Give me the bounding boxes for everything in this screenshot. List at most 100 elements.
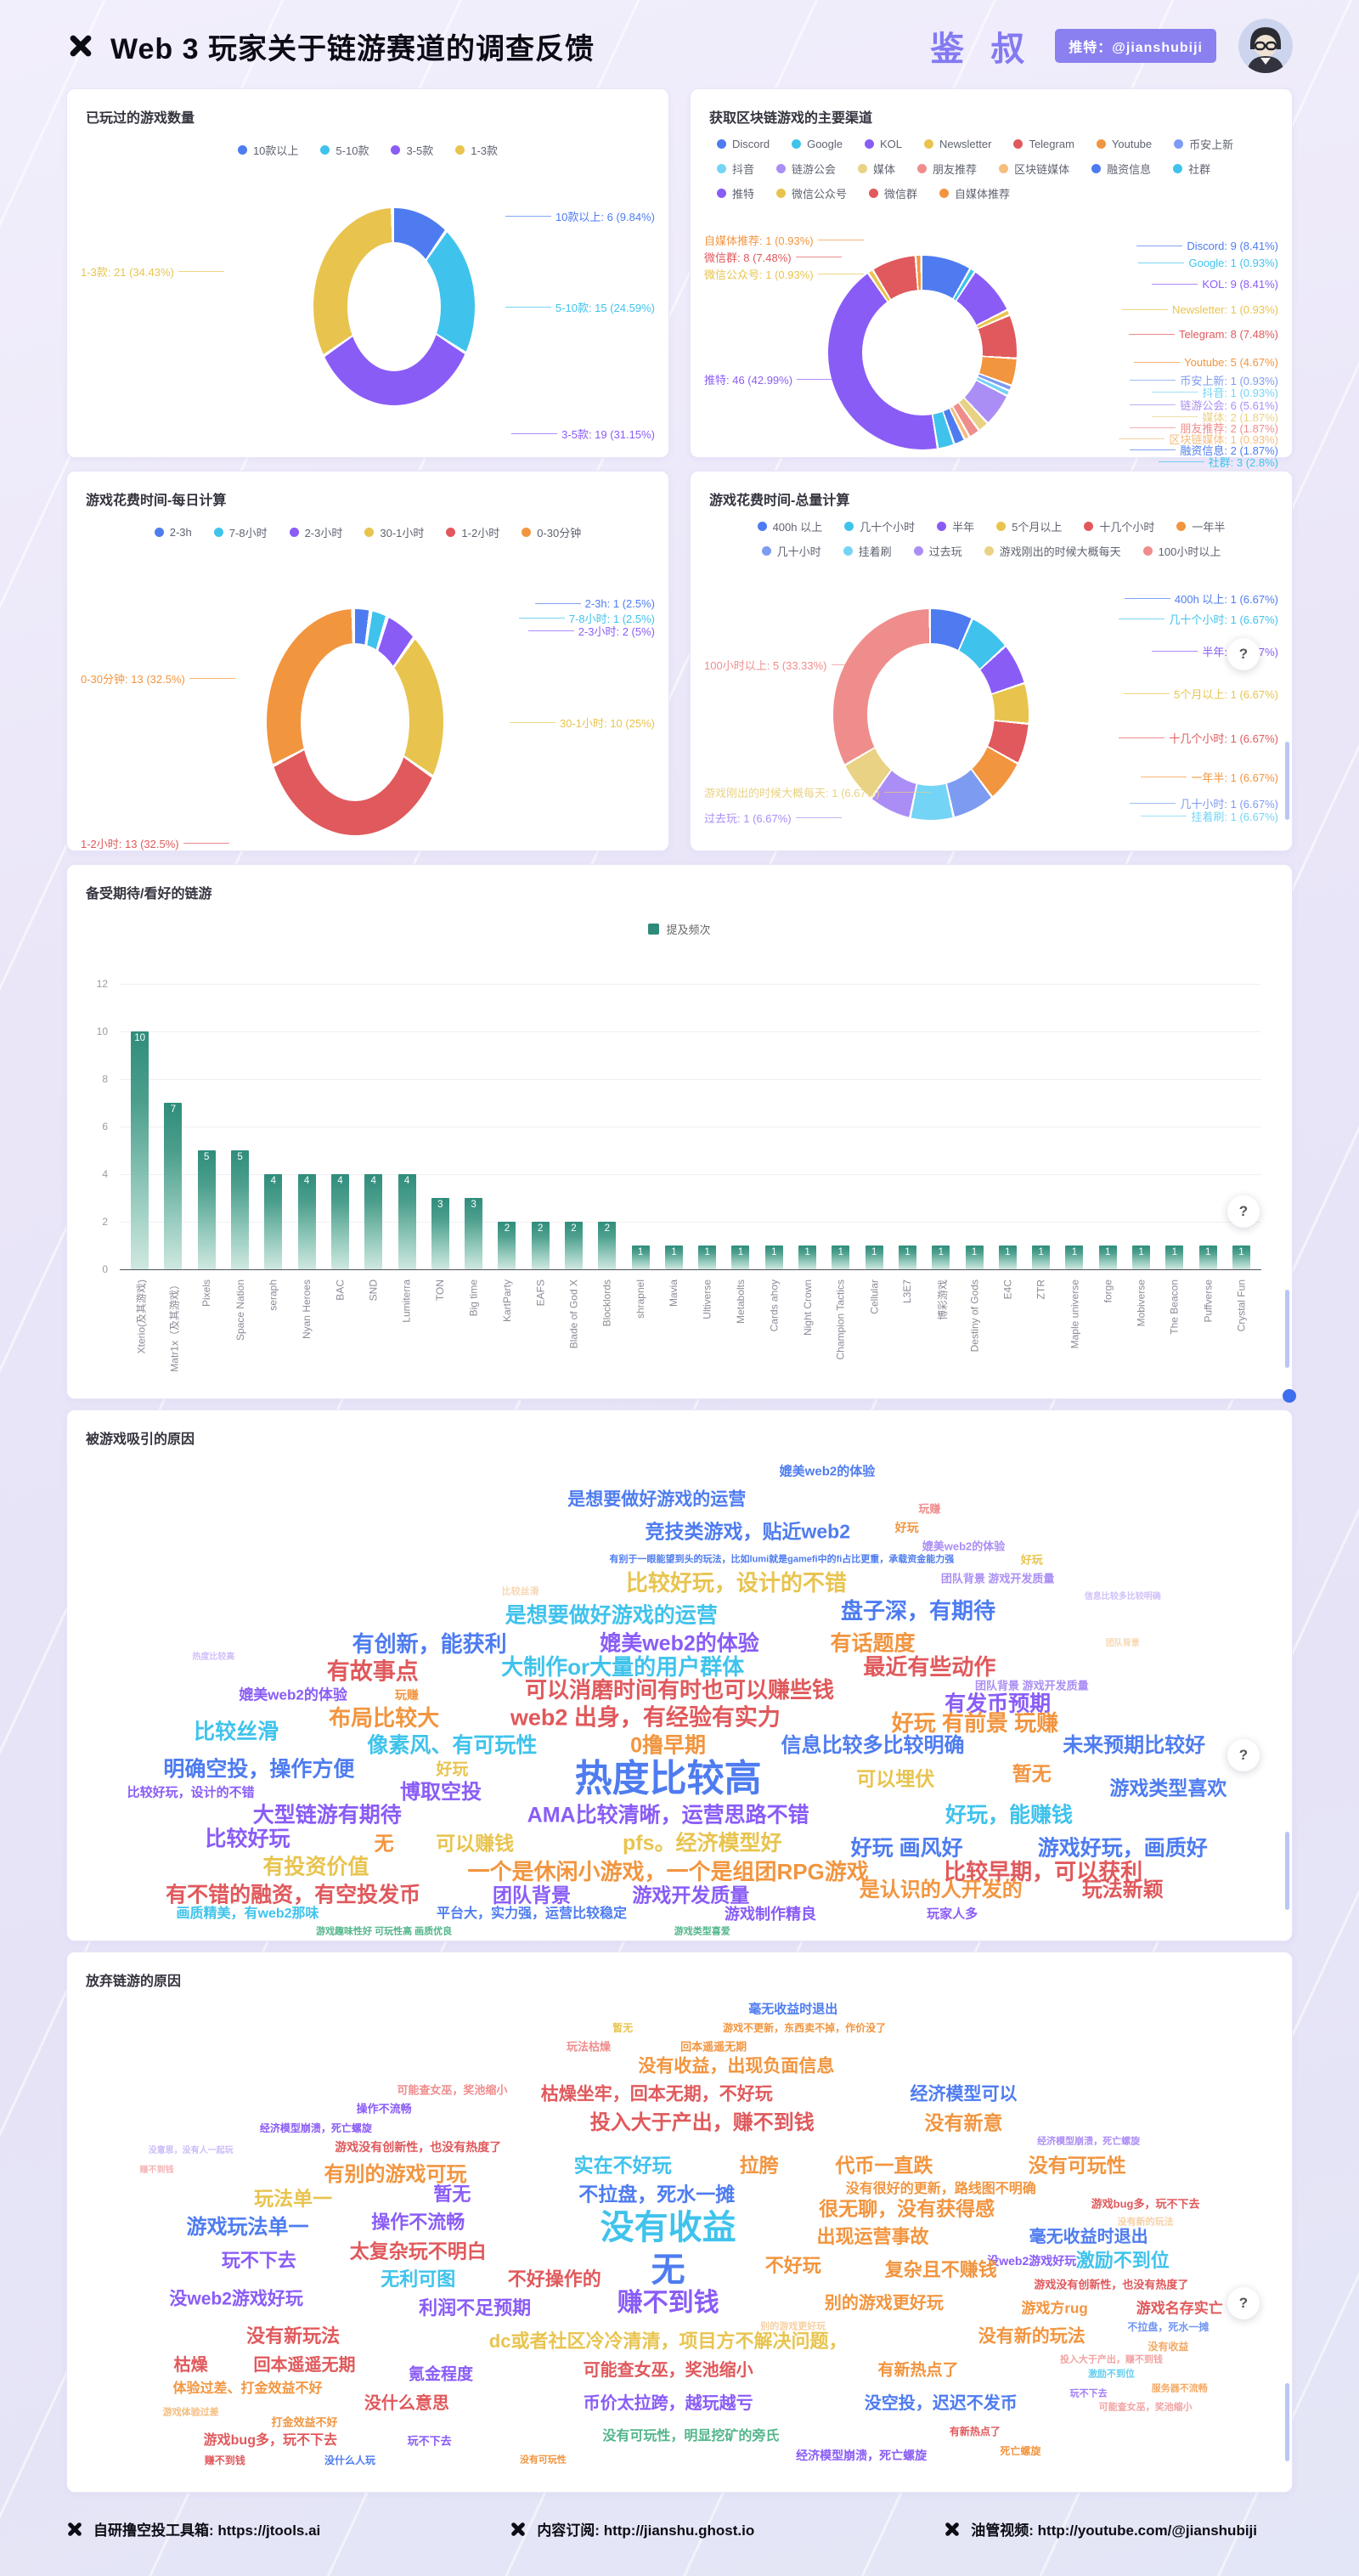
- bar[interactable]: 1: [731, 1246, 750, 1269]
- bar[interactable]: 1: [1065, 1246, 1084, 1269]
- leader-line: [883, 792, 930, 793]
- legend-item[interactable]: 几十个小时: [844, 518, 915, 534]
- donut-chart[interactable]: [828, 256, 1017, 449]
- legend-item[interactable]: Newsletter: [924, 138, 991, 150]
- legend-item[interactable]: 抖音: [717, 161, 754, 177]
- legend-item[interactable]: 5个月以上: [996, 518, 1062, 534]
- bar[interactable]: 1: [631, 1246, 650, 1269]
- bar[interactable]: 4: [264, 1174, 283, 1269]
- legend-item[interactable]: 400h 以上: [757, 518, 822, 534]
- bar[interactable]: 1: [832, 1246, 850, 1269]
- donut-chart[interactable]: [833, 609, 1029, 820]
- help-button[interactable]: ?: [1227, 638, 1260, 671]
- bar[interactable]: 4: [330, 1174, 349, 1269]
- legend-item[interactable]: 0-30分钟: [522, 524, 581, 540]
- legend-item[interactable]: 朋友推荐: [917, 161, 977, 177]
- legend-label: 几十小时: [776, 545, 821, 558]
- bar[interactable]: 1: [1198, 1246, 1217, 1269]
- help-button[interactable]: ?: [1227, 2286, 1260, 2319]
- cloud-word: 可以赚钱: [436, 1832, 515, 1855]
- help-button[interactable]: ?: [1227, 1195, 1260, 1229]
- legend-item[interactable]: 自媒体推荐: [939, 185, 1010, 201]
- legend-item[interactable]: 十几个小时: [1084, 518, 1154, 534]
- legend-item[interactable]: 游戏刚出的时候大概每天: [984, 543, 1121, 559]
- bar[interactable]: 2: [565, 1222, 583, 1269]
- donut-chart[interactable]: [267, 609, 443, 835]
- twitter-badge[interactable]: 推特：@jianshubiji: [1055, 29, 1216, 63]
- legend-item[interactable]: 1-3款: [455, 142, 498, 158]
- legend-item[interactable]: 几十小时: [761, 543, 821, 559]
- legend-item[interactable]: 挂着刷: [843, 543, 892, 559]
- bar[interactable]: 1: [1132, 1246, 1151, 1269]
- bar[interactable]: 1: [1032, 1246, 1051, 1269]
- slice-label: Discord: 9 (8.41%): [1132, 240, 1278, 252]
- bar-legend[interactable]: 提及频次: [67, 921, 1292, 937]
- legend-item[interactable]: 微信公众号: [776, 185, 847, 201]
- legend-item[interactable]: 微信群: [869, 185, 917, 201]
- legend-label: Youtube: [1111, 138, 1153, 150]
- footer-link-youtube[interactable]: 油管视频: http://youtube.com/@jianshubiji: [944, 2518, 1257, 2539]
- footer-link-jtools[interactable]: 自研撸空投工具箱: https://jtools.ai: [66, 2518, 320, 2539]
- legend-item[interactable]: 过去玩: [913, 543, 962, 559]
- bar[interactable]: 3: [431, 1198, 449, 1269]
- cloud-word: 没有新意: [924, 2111, 1003, 2134]
- bar[interactable]: 4: [398, 1174, 416, 1269]
- legend-item[interactable]: 币安上新: [1174, 136, 1233, 152]
- legend-item[interactable]: 2-3小时: [289, 524, 342, 540]
- legend-item[interactable]: 100小时以上: [1142, 543, 1221, 559]
- bar[interactable]: 2: [598, 1222, 617, 1269]
- bar[interactable]: 2: [498, 1222, 516, 1269]
- legend-item[interactable]: 7-8小时: [213, 524, 268, 540]
- help-button[interactable]: ?: [1227, 1738, 1260, 1771]
- legend-item[interactable]: Youtube: [1096, 138, 1153, 150]
- scrollbar[interactable]: [1285, 742, 1289, 820]
- bar[interactable]: 4: [364, 1174, 383, 1269]
- legend-item[interactable]: 链游公会: [776, 161, 836, 177]
- bar[interactable]: 1: [798, 1246, 817, 1269]
- bar[interactable]: 1: [932, 1246, 950, 1269]
- legend-item[interactable]: Discord: [717, 138, 770, 150]
- legend-item[interactable]: 30-1小时: [364, 524, 424, 540]
- bar[interactable]: 1: [764, 1246, 783, 1269]
- legend-item[interactable]: 社群: [1173, 161, 1210, 177]
- legend-dot-icon: [1174, 139, 1184, 149]
- bar[interactable]: 1: [1098, 1246, 1117, 1269]
- bar[interactable]: 10: [131, 1031, 149, 1269]
- legend-item[interactable]: 一年半: [1176, 518, 1225, 534]
- bar[interactable]: 1: [664, 1246, 683, 1269]
- bar[interactable]: 4: [297, 1174, 316, 1269]
- bar[interactable]: 7: [164, 1103, 183, 1269]
- bar[interactable]: 5: [197, 1150, 216, 1269]
- legend-item[interactable]: 5-10款: [320, 142, 369, 158]
- legend-item[interactable]: 10款以上: [237, 142, 298, 158]
- bar[interactable]: 1: [865, 1246, 883, 1269]
- legend-item[interactable]: 2-3h: [154, 526, 192, 539]
- bar[interactable]: 5: [231, 1150, 250, 1269]
- bar[interactable]: 1: [898, 1246, 916, 1269]
- bar[interactable]: 1: [1165, 1246, 1184, 1269]
- legend-item[interactable]: 1-2小时: [446, 524, 499, 540]
- scrollbar[interactable]: [1285, 1290, 1289, 1368]
- legend-item[interactable]: Telegram: [1013, 138, 1074, 150]
- bar[interactable]: 2: [531, 1222, 550, 1269]
- donut-chart[interactable]: [313, 208, 475, 405]
- footer-link-ghost[interactable]: 内容订阅: http://jianshu.ghost.io: [510, 2518, 754, 2539]
- leader-line: [511, 433, 558, 434]
- legend-item[interactable]: 推特: [717, 185, 754, 201]
- bar[interactable]: 1: [965, 1246, 984, 1269]
- bar[interactable]: 1: [998, 1246, 1017, 1269]
- slice-label: KOL: 9 (8.41%): [1148, 278, 1278, 291]
- legend-item[interactable]: 融资信息: [1091, 161, 1151, 177]
- legend-item[interactable]: Google: [792, 138, 843, 150]
- legend-item[interactable]: KOL: [865, 138, 902, 150]
- legend-item[interactable]: 半年: [937, 518, 974, 534]
- bar[interactable]: 1: [698, 1246, 717, 1269]
- bar[interactable]: 3: [465, 1198, 483, 1269]
- scrollbar[interactable]: [1285, 1832, 1289, 1910]
- scrollbar[interactable]: [1285, 2383, 1289, 2461]
- legend-label: 半年: [952, 521, 975, 534]
- legend-item[interactable]: 区块链媒体: [999, 161, 1069, 177]
- bar[interactable]: 1: [1232, 1246, 1250, 1269]
- legend-item[interactable]: 媒体: [858, 161, 895, 177]
- legend-item[interactable]: 3-5款: [391, 142, 433, 158]
